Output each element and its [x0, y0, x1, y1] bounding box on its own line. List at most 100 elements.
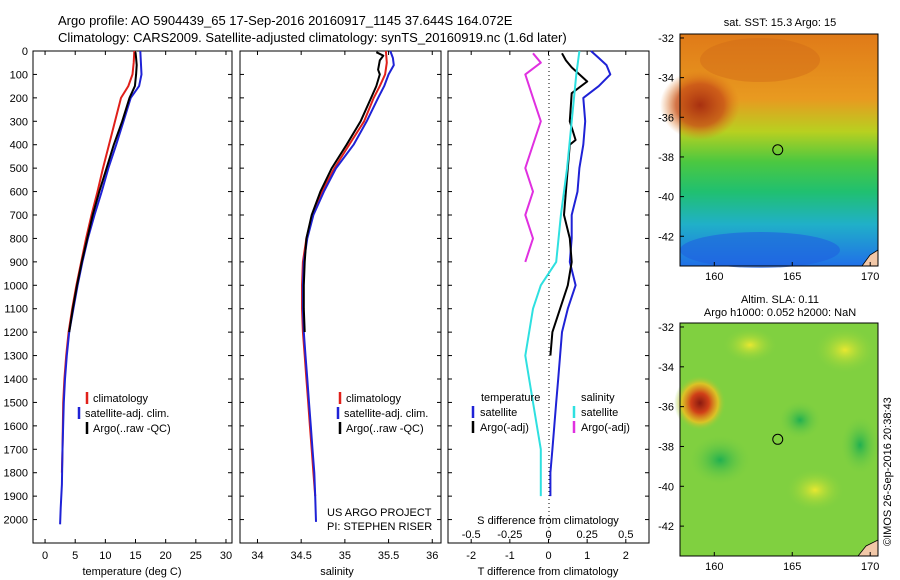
x-tick-label: 1 — [584, 550, 590, 562]
legend-label-satellite: satellite-adj. clim. — [344, 408, 428, 420]
x-tick-label: 2 — [623, 550, 629, 562]
difference-plot-frame — [447, 50, 650, 544]
sla-yellow-region — [785, 468, 845, 512]
depth-tick-label: 2000 — [4, 515, 28, 527]
x-tick-label: 36 — [426, 550, 438, 562]
map-y-tick-label: -42 — [658, 521, 674, 533]
map-y-tick-label: -42 — [658, 231, 674, 243]
map-y-tick-label: -34 — [658, 362, 674, 374]
map-x-tick-label: 165 — [783, 561, 801, 573]
sla-map-title-line2: Argo h1000: 0.052 h2000: NaN — [704, 307, 856, 319]
s-tick-label: 0.25 — [576, 529, 597, 541]
depth-tick-label: 800 — [10, 233, 28, 245]
sst-cool-band — [680, 232, 840, 268]
imos-credit: ©IMOS 26-Sep-2016 20:38:43 — [882, 397, 894, 546]
map-x-tick-label: 170 — [861, 271, 879, 283]
depth-tick-label: 1800 — [4, 468, 28, 480]
depth-tick-label: 1900 — [4, 491, 28, 503]
sst-warm-band — [700, 38, 820, 82]
x-tick-label: 20 — [160, 550, 172, 562]
map-y-tick-label: -36 — [658, 402, 674, 414]
temperature-panel: 0100200300400500600700800900100011001200… — [4, 46, 233, 578]
map-y-tick-label: -40 — [658, 192, 674, 204]
series-line-s-argo-adj — [524, 52, 542, 263]
depth-tick-label: 1200 — [4, 327, 28, 339]
depth-tick-label: 900 — [10, 257, 28, 269]
salinity-axis-label: salinity — [320, 566, 354, 578]
x-tick-label: 35.5 — [378, 550, 399, 562]
x-tick-label: 0 — [42, 550, 48, 562]
legend-label-s-argo: Argo(-adj) — [581, 422, 630, 434]
depth-tick-label: 500 — [10, 163, 28, 175]
salinity-depth-ticks — [240, 50, 441, 521]
sla-low-region — [778, 400, 822, 440]
salinity-series — [301, 50, 395, 522]
temperature-axis-ticks: 0 5 10 15 20 25 30 — [42, 51, 232, 562]
sst-map-frame — [679, 33, 879, 267]
depth-tick-label: 1400 — [4, 374, 28, 386]
legend-label-argo: Argo(..raw -QC) — [93, 423, 171, 435]
s-difference-axis-label: S difference from climatology — [477, 515, 619, 527]
sla-yellow-region — [722, 327, 778, 363]
sla-low-region — [688, 434, 752, 486]
sst-map-title: sat. SST: 15.3 Argo: 15 — [724, 17, 837, 29]
t-difference-axis-ticks: -2 -1 0 1 2 — [466, 51, 629, 562]
legend-label-satellite: satellite-adj. clim. — [85, 408, 169, 420]
legend-label-t-argo: Argo(-adj) — [480, 422, 529, 434]
map-x-tick-label: 160 — [705, 561, 723, 573]
depth-tick-label: 0 — [22, 46, 28, 58]
depth-tick-label: 100 — [10, 69, 28, 81]
series-line-argo-raw-qc — [302, 51, 385, 333]
s-difference-axis-ticks: -0.5 -0.25 0 0.25 0.5 — [462, 529, 634, 541]
depth-tick-label: 1100 — [4, 304, 28, 316]
temperature-axis-label: temperature (deg C) — [82, 566, 181, 578]
salinity-panel: 34 34.5 35 35.5 36 salinity climatology sate… — [239, 50, 442, 578]
map-y-tick-label: -36 — [658, 112, 674, 124]
temperature-series — [59, 50, 143, 525]
sla-map-panel: Altim. SLA: 0.11 Argo h1000: 0.052 h2000… — [658, 294, 880, 573]
s-tick-label: -0.25 — [497, 529, 522, 541]
legend-label-s-satellite: satellite — [581, 407, 618, 419]
sst-map-ticks: 160 165 170 -32 -34 -36 -38 -40 -42 — [658, 33, 879, 283]
sla-map-title-line1: Altim. SLA: 0.11 — [741, 294, 819, 306]
argo-float-marker — [772, 144, 784, 156]
sla-map-frame — [679, 322, 879, 557]
depth-tick-label: 1500 — [4, 397, 28, 409]
temperature-legend: climatology satellite-adj. clim. Argo(..… — [77, 392, 171, 435]
legend-title-temperature: temperature — [481, 392, 540, 404]
difference-series — [524, 50, 612, 497]
depth-tick-label: 400 — [10, 140, 28, 152]
t-difference-axis-label: T difference from climatology — [478, 566, 619, 578]
s-tick-label: -0.5 — [462, 529, 481, 541]
depth-tick-label: 1600 — [4, 421, 28, 433]
map-y-tick-label: -32 — [658, 33, 674, 45]
x-tick-label: -1 — [505, 550, 515, 562]
series-line-argo-raw-qc — [68, 52, 138, 333]
sst-map-panel: sat. SST: 15.3 Argo: 15 160 165 170 -32 -34 -… — [658, 17, 879, 283]
map-y-tick-label: -38 — [658, 441, 674, 453]
figure-title-line1: Argo profile: AO 5904439_65 17-Sep-2016 … — [58, 13, 513, 28]
x-tick-label: 30 — [220, 550, 232, 562]
series-line-t-satellite — [549, 50, 612, 497]
depth-tick-label: 1000 — [4, 280, 28, 292]
depth-tick-label: 1700 — [4, 444, 28, 456]
map-y-tick-label: -38 — [658, 152, 674, 164]
salinity-legend: climatology satellite-adj. clim. Argo(..… — [336, 392, 428, 435]
sla-yellow-region — [813, 326, 877, 374]
x-tick-label: 25 — [190, 550, 202, 562]
legend-label-climatology: climatology — [346, 393, 402, 405]
argo-float-marker — [772, 433, 784, 445]
map-y-tick-label: -40 — [658, 481, 674, 493]
temperature-plot-frame — [32, 50, 233, 544]
depth-tick-label: 1300 — [4, 351, 28, 363]
sla-high-eddy — [674, 375, 726, 431]
difference-depth-ticks — [448, 50, 649, 521]
legend-title-salinity: salinity — [581, 392, 615, 404]
depth-tick-label: 200 — [10, 93, 28, 105]
x-tick-label: 15 — [129, 550, 141, 562]
legend-label-t-satellite: satellite — [480, 407, 517, 419]
x-tick-label: 34 — [251, 550, 263, 562]
legend-label-argo: Argo(..raw -QC) — [346, 423, 424, 435]
map-x-tick-label: 165 — [783, 271, 801, 283]
